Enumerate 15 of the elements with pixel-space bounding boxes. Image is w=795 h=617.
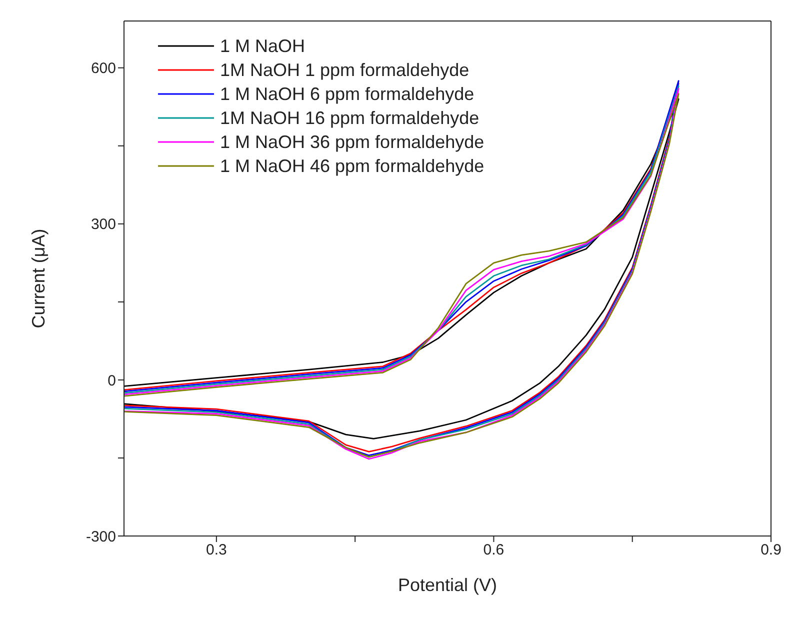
legend-label: 1M NaOH 1 ppm formaldehyde [220, 59, 470, 82]
x-tick-label: 0.9 [760, 542, 782, 559]
legend-label: 1 M NaOH [220, 35, 306, 58]
y-tick-label: 300 [90, 216, 116, 234]
x-axis-title: Potential (V) [398, 575, 498, 595]
y-axis-title: Current (μA) [28, 228, 48, 328]
x-tick-label: 0.6 [483, 542, 504, 559]
y-tick-label: 0 [108, 372, 116, 390]
legend-label: 1 M NaOH 6 ppm formaldehyde [220, 83, 474, 106]
y-tick-label: 600 [90, 60, 116, 78]
legend-label: 1 M NaOH 36 ppm formaldehyde [220, 131, 484, 154]
y-tick-label: -300 [86, 528, 116, 546]
x-tick-label: 0.3 [206, 542, 227, 559]
legend-label: 1 M NaOH 46 ppm formaldehyde [220, 155, 484, 178]
legend-label: 1M NaOH 16 ppm formaldehyde [220, 107, 480, 130]
